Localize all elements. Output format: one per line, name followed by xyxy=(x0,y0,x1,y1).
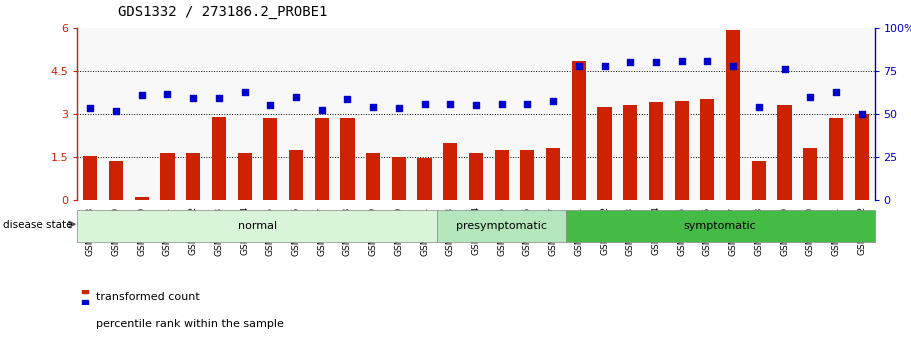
Bar xyxy=(829,118,843,200)
Text: normal: normal xyxy=(238,221,277,231)
Bar xyxy=(520,150,535,200)
Bar xyxy=(392,157,406,200)
Bar xyxy=(417,158,432,200)
Point xyxy=(777,67,792,72)
Bar xyxy=(341,118,354,200)
Point xyxy=(135,92,149,98)
Text: transformed count: transformed count xyxy=(96,292,200,302)
Point xyxy=(752,104,766,109)
Text: symptomatic: symptomatic xyxy=(684,221,757,231)
Point xyxy=(108,108,123,114)
Point xyxy=(701,58,715,63)
Point xyxy=(314,107,329,112)
Bar xyxy=(495,150,508,200)
Bar xyxy=(623,105,638,200)
Point xyxy=(366,104,381,109)
Point xyxy=(417,101,432,107)
Bar xyxy=(437,210,566,241)
Bar xyxy=(566,210,875,241)
Bar xyxy=(726,30,741,200)
Point xyxy=(803,94,817,99)
Bar xyxy=(546,148,560,200)
Bar xyxy=(77,210,437,241)
Point xyxy=(83,105,97,111)
Point xyxy=(623,59,638,65)
Point xyxy=(726,63,741,69)
Point xyxy=(598,63,612,69)
Point xyxy=(520,101,535,107)
Point xyxy=(340,97,354,102)
Bar xyxy=(211,117,226,200)
Point xyxy=(546,98,560,104)
Point xyxy=(392,105,406,111)
Bar xyxy=(649,102,663,200)
Point xyxy=(443,101,457,107)
Bar xyxy=(675,101,689,200)
Point xyxy=(211,95,226,101)
Text: presymptomatic: presymptomatic xyxy=(456,221,548,231)
Point xyxy=(469,102,484,108)
Text: percentile rank within the sample: percentile rank within the sample xyxy=(96,319,283,329)
Text: GDS1332 / 273186.2_PROBE1: GDS1332 / 273186.2_PROBE1 xyxy=(118,5,328,19)
Bar xyxy=(135,197,148,200)
Bar xyxy=(444,142,457,200)
Bar xyxy=(160,152,175,200)
Point xyxy=(829,90,844,95)
Point xyxy=(237,90,251,95)
Point xyxy=(571,63,586,69)
Bar xyxy=(83,156,97,200)
Point xyxy=(855,111,869,117)
Bar xyxy=(752,161,766,200)
Bar xyxy=(572,61,586,200)
Bar xyxy=(777,105,792,200)
Text: disease state: disease state xyxy=(3,220,72,230)
Bar xyxy=(186,152,200,200)
Point xyxy=(186,95,200,101)
Bar xyxy=(598,107,611,200)
Bar xyxy=(366,152,380,200)
Bar xyxy=(109,161,123,200)
Bar xyxy=(701,99,714,200)
Point xyxy=(649,59,663,65)
Bar xyxy=(263,118,277,200)
Point xyxy=(495,101,509,107)
Bar xyxy=(804,148,817,200)
Point xyxy=(674,58,689,63)
Bar xyxy=(314,118,329,200)
Point xyxy=(289,94,303,99)
Bar xyxy=(289,150,303,200)
Bar xyxy=(855,114,869,200)
Bar xyxy=(469,152,483,200)
Point xyxy=(160,91,175,97)
Bar xyxy=(238,152,251,200)
Point xyxy=(263,102,278,108)
